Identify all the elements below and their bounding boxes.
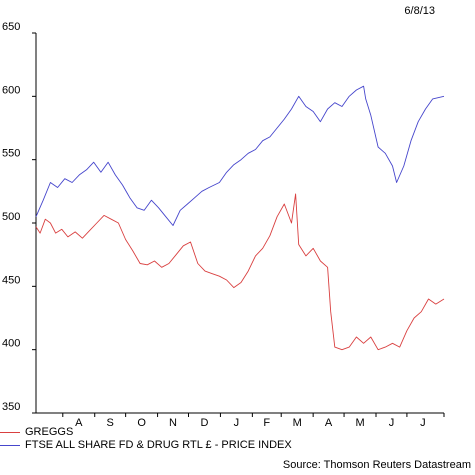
- source-note: Source: Thomson Reuters Datastream: [282, 459, 471, 471]
- legend-swatch-ftse: [0, 445, 20, 446]
- x-tick-label: S: [107, 417, 114, 429]
- y-tick-label: 500: [2, 211, 20, 223]
- series-line-ftse: [35, 85, 445, 226]
- date-label: 6/8/13: [404, 5, 435, 17]
- x-tick-label: O: [137, 417, 146, 429]
- y-tick-label: 600: [2, 84, 20, 96]
- x-tick-label: J: [234, 417, 240, 429]
- y-tick-label: 450: [2, 274, 20, 286]
- y-tick-label: 550: [2, 148, 20, 160]
- y-tick-label: 650: [2, 21, 20, 33]
- series-layer: [35, 85, 445, 351]
- legend-item-greggs: GREGGS: [0, 426, 475, 439]
- x-tick-label: M: [293, 417, 302, 429]
- x-tick-label: A: [325, 417, 333, 429]
- x-tick-label: N: [169, 417, 177, 429]
- legend-label-greggs: GREGGS: [25, 426, 74, 438]
- legend: GREGGS FTSE ALL SHARE FD & DRUG RTL £ - …: [0, 426, 475, 452]
- x-tick-label: F: [263, 417, 270, 429]
- series-line-greggs: [35, 193, 445, 351]
- y-tick-label: 350: [2, 401, 20, 413]
- x-tick-label: M: [355, 417, 364, 429]
- x-tick-label: A: [75, 417, 83, 429]
- legend-label-ftse: FTSE ALL SHARE FD & DRUG RTL £ - PRICE I…: [25, 439, 292, 451]
- legend-swatch-greggs: [0, 432, 20, 433]
- x-tick-label: D: [200, 417, 208, 429]
- y-tick-label: 400: [2, 338, 20, 350]
- legend-item-ftse: FTSE ALL SHARE FD & DRUG RTL £ - PRICE I…: [0, 439, 475, 452]
- y-axis-ticks: 350 400 450 500 550 600 650: [2, 21, 36, 414]
- x-tick-label: J: [389, 417, 395, 429]
- x-tick-label: J: [420, 417, 426, 429]
